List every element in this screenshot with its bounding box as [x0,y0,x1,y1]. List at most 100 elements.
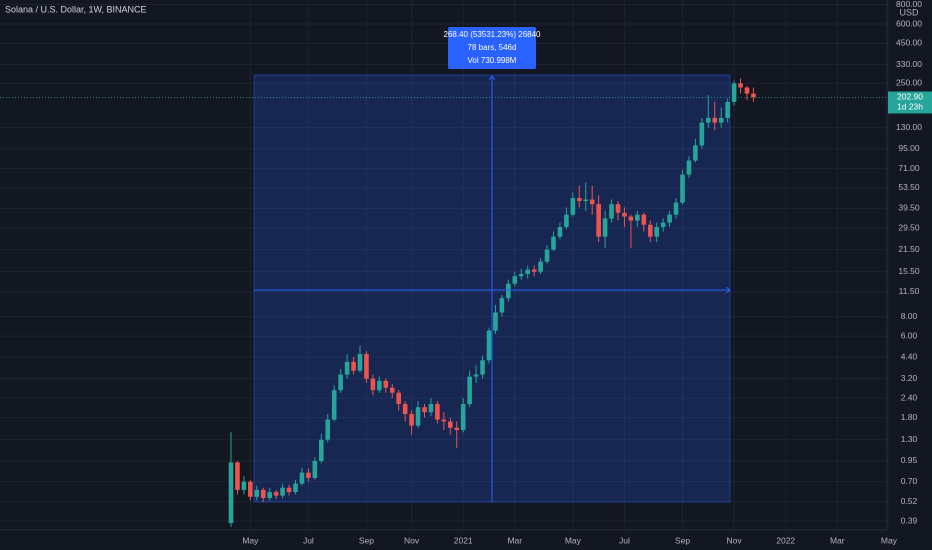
candle-body [448,421,453,428]
x-tick-label: Nov [727,535,743,545]
candle-body [538,261,543,272]
candle-body [686,160,692,175]
y-tick-label: 2.40 [901,392,918,402]
countdown-label: 1d 23h [897,102,923,112]
last-price-label: 202.90 [897,92,923,102]
candle-body [396,392,401,405]
candle-body [506,283,511,299]
tooltip-text: Vol 730.998M [468,56,517,65]
y-tick-label: 250.00 [896,78,922,88]
candle-body [480,360,485,375]
candle-body [564,214,569,228]
candle-body [351,361,356,371]
y-unit: USD [899,7,919,17]
candle-body [254,489,260,497]
chart-title: Solana / U.S. Dollar, 1W, BINANCE [5,4,147,14]
candle-body [460,404,466,431]
candle-body [486,330,492,361]
candle-body [435,404,440,420]
candle-body [377,380,382,391]
candle-body [338,374,343,391]
candle-body [544,249,550,262]
last-price-box [888,91,932,114]
candle-body [641,214,647,225]
measure-arrow [488,75,496,81]
candle-body [241,481,247,490]
candle-body [325,419,331,440]
candle-body [260,489,266,499]
y-tick-label: 4.40 [901,351,918,361]
candle-body [693,145,698,161]
y-tick-label: 3.20 [901,373,918,383]
candles [228,78,756,527]
candle-body [609,204,614,219]
candle-body [280,487,285,496]
candle-body [467,376,472,405]
candle-body [248,481,253,497]
x-tick-label: Jul [303,535,314,545]
axes: 800.00 600.00 450.00 330.00 250.00 130.00 95.0… [242,0,922,545]
candle-body [557,227,563,237]
y-tick-label: 450.00 [896,38,922,48]
y-tick-label: 21.50 [898,244,920,254]
y-tick-label: 95.00 [898,143,920,153]
tooltip-text: 268.40 (53531.23%) 26840 [444,30,542,39]
candle-body [731,83,737,102]
candle-body [596,204,601,237]
candle-body [615,204,621,213]
x-tick-label: Jul [619,535,630,545]
candle-body [286,487,292,493]
y-tick-label: 0.95 [901,455,918,465]
candle-body [293,483,298,493]
measure-crosshair [254,75,731,502]
tooltip-box [448,27,536,69]
candle-body [499,298,505,313]
x-tick-label: Sep [359,535,374,545]
candle-body [299,472,305,484]
y-tick-label: 8.00 [901,311,918,321]
candle-body [454,427,460,431]
candle-body [415,407,421,426]
y-tick-label: 39.50 [898,203,920,213]
candle-body [344,361,350,375]
y-tick-label: 800.00 [896,0,922,9]
candle-body [512,276,518,284]
candle-body [235,462,240,490]
candle-body [577,198,582,202]
x-tick-label: 2022 [776,535,795,545]
candle-body [628,216,634,221]
candle-body [409,413,414,426]
candle-body [273,492,279,496]
y-tick-label: 0.39 [901,516,918,526]
candle-body [473,374,479,377]
candle-body [647,224,653,237]
y-tick-label: 1.80 [901,412,918,422]
candle-body [718,117,724,123]
candle-body [622,212,627,217]
candle-body [706,117,711,123]
candle-body [673,202,679,215]
candle-body [228,462,234,524]
candle-body [428,404,434,413]
candle-body [306,472,311,478]
candle-body [583,199,589,202]
candle-body [654,227,659,237]
y-tick-label: 0.70 [901,476,918,486]
grid [0,0,890,530]
x-tick-label: Mar [830,535,845,545]
candle-body [331,390,337,420]
candle-body [712,117,718,123]
candle-body [389,387,395,393]
candle-body [422,407,427,413]
candle-body [531,269,537,272]
y-tick-label: 1.30 [901,434,918,444]
candle-body [738,83,743,88]
candle-body [725,101,730,118]
y-tick-label: 11.50 [899,286,920,296]
y-tick-label: 15.50 [898,266,920,276]
x-tick-label: May [242,535,259,545]
candle-body [602,218,608,237]
y-tick-label: 29.50 [898,222,920,232]
x-tick-label: 2021 [454,535,473,545]
